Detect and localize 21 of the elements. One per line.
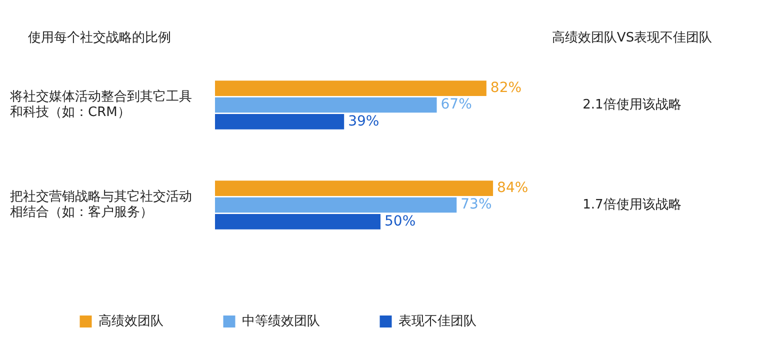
bar: [215, 197, 457, 213]
data-label: 84%: [497, 180, 528, 196]
data-label: 73%: [460, 196, 492, 213]
y-tick-label: 将社交媒体活动整合到其它工具和科技（如：CRM）: [9, 88, 192, 120]
y-tick-label: 把社交营销战略与其它社交活动相结合（如：客户服务）: [10, 188, 192, 220]
text: 1.7倍使用该战略: [582, 196, 682, 212]
bar: [215, 114, 344, 130]
data-label: 82%: [490, 80, 522, 96]
bar: [215, 97, 437, 113]
bar: [215, 180, 494, 196]
bar: [215, 80, 486, 96]
legend-label: 表现不佳团队: [398, 314, 476, 329]
text: 高绩效团队VS表现不佳团队: [552, 29, 712, 46]
data-label: 39%: [348, 113, 380, 130]
legend-label: 中等绩效团队: [242, 314, 320, 329]
data-label: 67%: [440, 96, 472, 113]
data-label: 50%: [384, 213, 416, 230]
text: 使用每个社交战略的比例: [28, 29, 171, 46]
text: 2.1倍使用该战略: [582, 96, 682, 112]
bar: [215, 214, 380, 230]
legend-label: 高绩效团队: [98, 312, 164, 329]
